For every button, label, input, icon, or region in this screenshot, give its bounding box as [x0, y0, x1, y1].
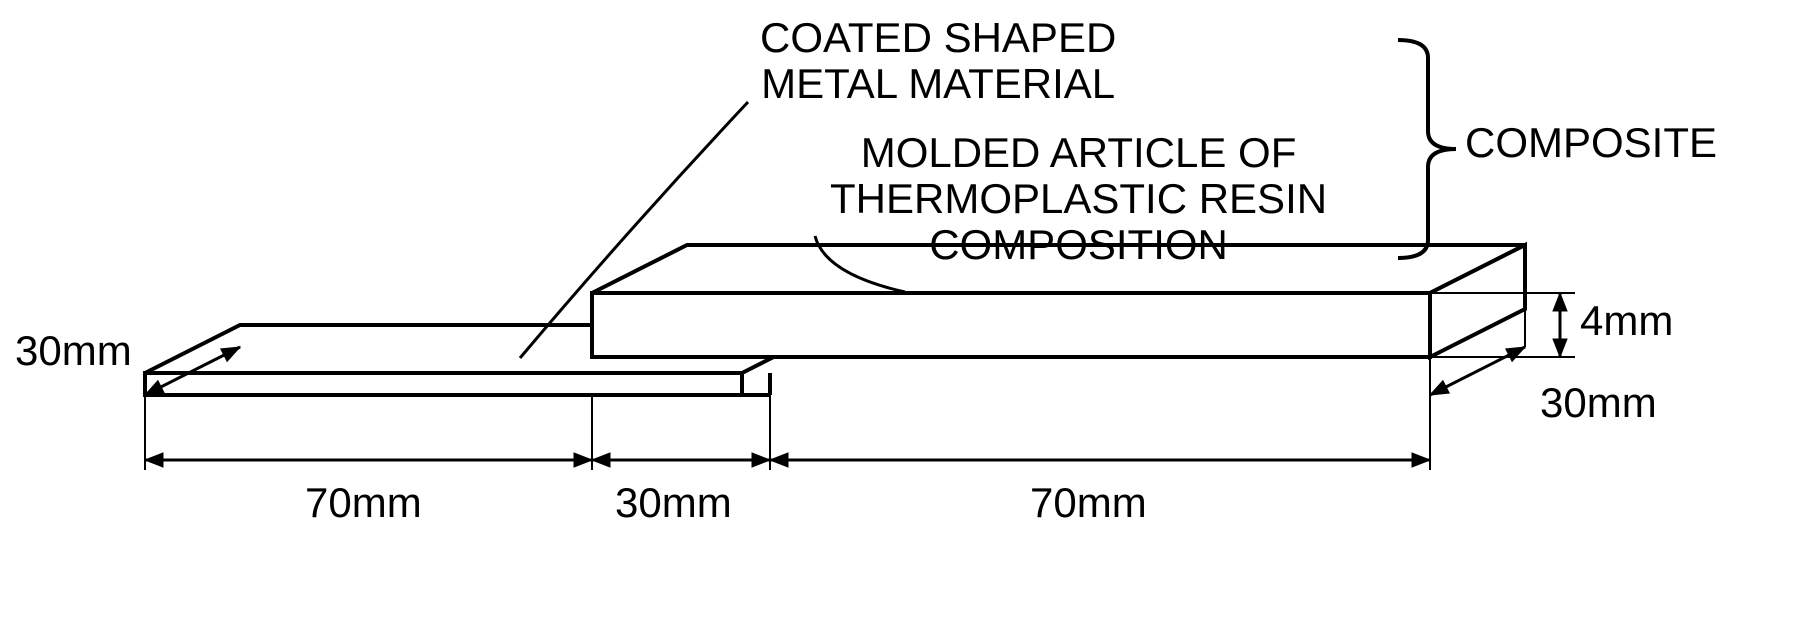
label-coated-metal: COATED SHAPED METAL MATERIAL: [760, 15, 1116, 107]
dim-left-depth-label: 30mm: [15, 328, 132, 374]
dim-bottom-2-label: 30mm: [615, 480, 732, 526]
label-resin: MOLDED ARTICLE OF THERMOPLASTIC RESIN CO…: [830, 130, 1327, 269]
dim-right-depth-label: 30mm: [1540, 380, 1657, 426]
label-composite: COMPOSITE: [1465, 120, 1717, 166]
dim-bottom-1-label: 70mm: [305, 480, 422, 526]
dim-height-label: 4mm: [1580, 298, 1673, 344]
dim-bottom-3-label: 70mm: [1030, 480, 1147, 526]
